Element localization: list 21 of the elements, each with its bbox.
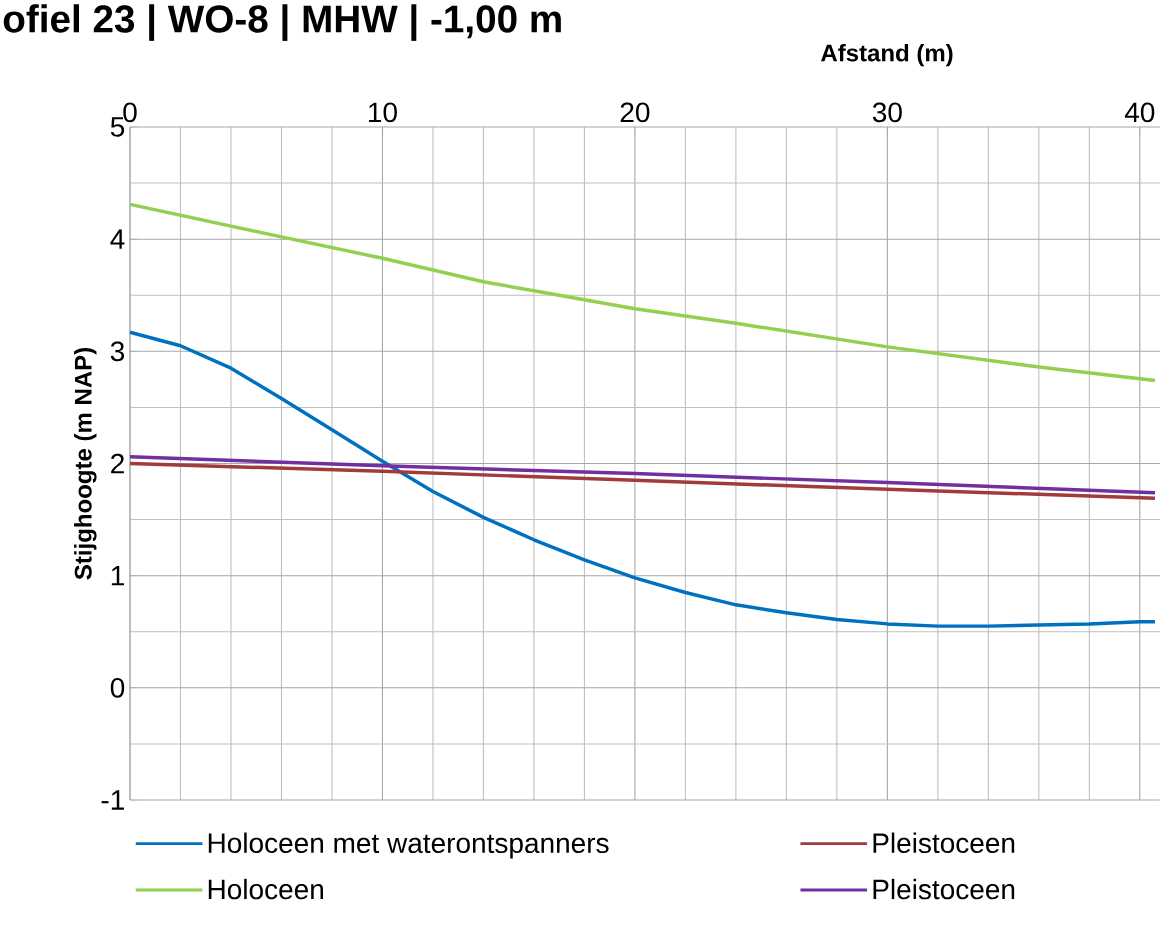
y-axis-title: Stijghoogte (m NAP) <box>74 348 97 580</box>
line-series <box>128 455 1157 495</box>
x-tick-label: 40 <box>1124 102 1155 123</box>
legend-label: Holoceen met waterontspanners <box>208 832 609 859</box>
legend-label: Holoceen <box>208 878 323 900</box>
y-tick-label: 5 <box>110 117 125 137</box>
y-tick-label: 0 <box>110 677 125 698</box>
x-tick-label: 10 <box>369 102 397 123</box>
y-tick-label: 2 <box>111 453 124 474</box>
line-series <box>128 461 1157 501</box>
y-tick-label: 1 <box>111 566 124 586</box>
chart-title: ofiel 23 | WO-8 | MHW | -1,00 m <box>3 4 561 41</box>
line-series <box>128 330 1157 628</box>
x-tick-label: 20 <box>620 102 650 123</box>
legend-label: Pleistoceen <box>873 832 1015 854</box>
x-tick-label: 30 <box>872 102 902 123</box>
y-tick-label: 4 <box>110 229 125 249</box>
y-tick-label: 3 <box>110 341 125 362</box>
x-axis-title: Afstand (m) <box>821 43 953 67</box>
legend-label: Pleistoceen <box>873 878 1015 900</box>
y-tick-label: -1 <box>101 790 124 810</box>
